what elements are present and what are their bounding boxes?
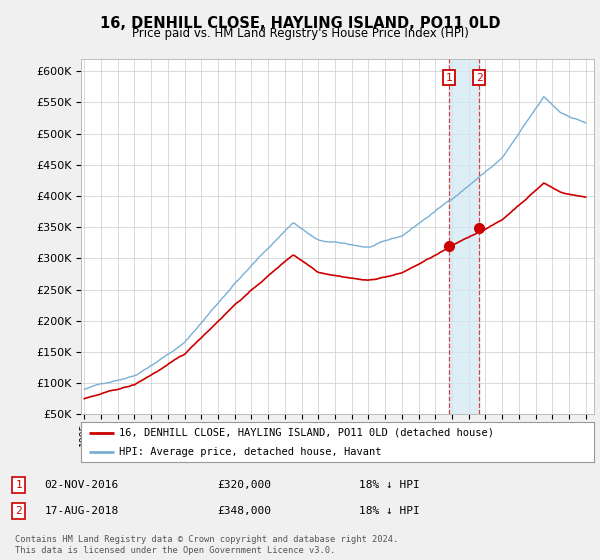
Text: 16, DENHILL CLOSE, HAYLING ISLAND, PO11 0LD (detached house): 16, DENHILL CLOSE, HAYLING ISLAND, PO11 … xyxy=(119,428,494,438)
Text: Contains HM Land Registry data © Crown copyright and database right 2024.
This d: Contains HM Land Registry data © Crown c… xyxy=(15,535,398,554)
Text: Price paid vs. HM Land Registry's House Price Index (HPI): Price paid vs. HM Land Registry's House … xyxy=(131,27,469,40)
Text: 2: 2 xyxy=(16,506,22,516)
Text: 02-NOV-2016: 02-NOV-2016 xyxy=(44,480,118,489)
Text: 1: 1 xyxy=(446,72,452,82)
Text: 18% ↓ HPI: 18% ↓ HPI xyxy=(359,480,419,489)
Text: 18% ↓ HPI: 18% ↓ HPI xyxy=(359,506,419,516)
Bar xyxy=(449,59,479,414)
Text: 1: 1 xyxy=(16,480,22,489)
Text: £348,000: £348,000 xyxy=(218,506,272,516)
Text: HPI: Average price, detached house, Havant: HPI: Average price, detached house, Hava… xyxy=(119,447,382,457)
Text: 17-AUG-2018: 17-AUG-2018 xyxy=(44,506,118,516)
Text: £320,000: £320,000 xyxy=(218,480,272,489)
Text: 16, DENHILL CLOSE, HAYLING ISLAND, PO11 0LD: 16, DENHILL CLOSE, HAYLING ISLAND, PO11 … xyxy=(100,16,500,31)
Text: 2: 2 xyxy=(476,72,482,82)
